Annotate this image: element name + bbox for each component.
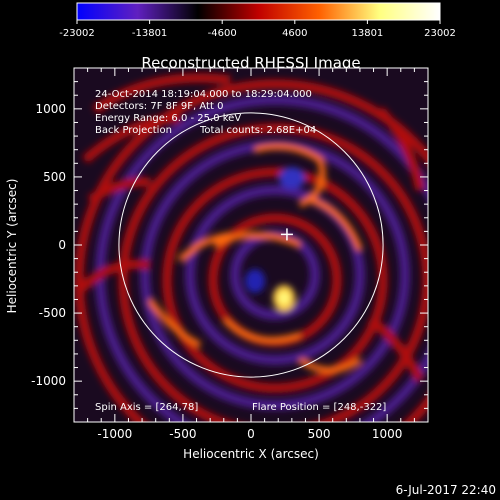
colorbar-tick-label: 4600 (282, 28, 307, 39)
y-tick-label: 1000 (35, 102, 66, 116)
y-axis-label: Heliocentric Y (arcsec) (5, 179, 19, 314)
colorbar-ticks: -23002 -13801 -4600 4600 13801 23002 (59, 20, 456, 39)
spin-axis-text: Spin Axis = [264,78] (95, 402, 198, 413)
spin-axis-marker (280, 228, 293, 241)
method-text: Back Projection (95, 125, 172, 136)
x-tick-label: 500 (308, 427, 331, 441)
energy-range-text: Energy Range: 6.0 - 25.0 keV (95, 113, 241, 124)
y-tick-labels: 1000 500 0 -500 -1000 (31, 102, 66, 388)
x-axis-label: Heliocentric X (arcsec) (183, 447, 319, 461)
total-counts-text: Total counts: 2.68E+04 (199, 125, 316, 136)
flare-position-text: Flare Position = [248,-322] (252, 402, 386, 413)
plot-image (74, 68, 428, 422)
x-tick-label: -500 (169, 427, 196, 441)
axis-ticks (74, 68, 428, 422)
detectors-text: Detectors: 7F 8F 9F, Att 0 (95, 101, 223, 112)
colorbar (76, 2, 441, 21)
y-tick-label: 0 (58, 238, 66, 252)
colorbar-tick-label: 13801 (351, 28, 383, 39)
x-tick-label: 0 (247, 427, 255, 441)
colorbar-tick-label: -13801 (132, 28, 167, 39)
solar-limb-circle (118, 112, 384, 378)
colorbar-tick-label: -4600 (208, 28, 237, 39)
timestamp-text: 6-Jul-2017 22:40 (396, 483, 496, 497)
x-tick-labels: -1000 -500 0 500 1000 (97, 427, 402, 441)
annotation-block: 24-Oct-2014 18:19:04.000 to 18:29:04.000… (95, 89, 316, 136)
y-tick-label: 500 (43, 170, 66, 184)
y-tick-label: -500 (39, 306, 66, 320)
x-tick-label: -1000 (97, 427, 132, 441)
colorbar-tick-label: 23002 (424, 28, 456, 39)
colorbar-tick-label: -23002 (59, 28, 94, 39)
x-tick-label: 1000 (372, 427, 403, 441)
y-tick-label: -1000 (31, 374, 66, 388)
fringe-pattern (74, 73, 428, 422)
time-range-text: 24-Oct-2014 18:19:04.000 to 18:29:04.000 (95, 89, 312, 100)
